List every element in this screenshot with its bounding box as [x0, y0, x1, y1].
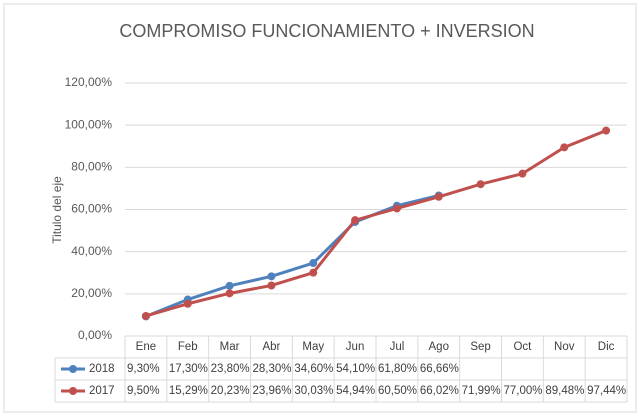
series-marker	[351, 216, 360, 225]
x-tick-label: Nov	[554, 341, 575, 353]
series-marker	[560, 143, 569, 152]
table-value: 17,30%	[169, 363, 208, 375]
table-value: 66,02%	[420, 385, 459, 397]
y-tick-label: 100,00%	[65, 117, 113, 131]
series-marker	[392, 204, 401, 213]
table-value: 23,80%	[211, 363, 250, 375]
table-value: 34,60%	[294, 363, 333, 375]
x-tick-label: Jul	[390, 341, 405, 353]
series-marker	[183, 299, 192, 308]
table-value: 9,30%	[127, 363, 160, 375]
table-value: 71,99%	[462, 385, 501, 397]
y-tick-label: 0,00%	[78, 328, 112, 342]
series-marker	[434, 192, 443, 201]
y-tick-label: 80,00%	[71, 160, 112, 174]
y-tick-label: 20,00%	[71, 286, 112, 300]
y-tick-label: 60,00%	[71, 202, 112, 216]
table-value: 61,80%	[378, 363, 417, 375]
series-line	[145, 129, 607, 318]
table-value: 30,03%	[294, 385, 333, 397]
x-tick-label: Ago	[429, 341, 449, 353]
table-value: 97,44%	[587, 385, 626, 397]
chart-border	[3, 3, 637, 413]
table-value: 23,96%	[253, 385, 292, 397]
series-marker	[309, 268, 318, 277]
series-marker	[518, 169, 527, 178]
series-marker	[225, 289, 234, 298]
series-marker	[602, 126, 611, 135]
table-value: 54,10%	[336, 363, 375, 375]
table-value: 20,23%	[211, 385, 250, 397]
x-tick-label: Dic	[598, 341, 615, 353]
y-tick-label: 120,00%	[65, 75, 113, 89]
table-value: 54,94%	[336, 385, 375, 397]
legend-marker	[69, 387, 77, 395]
x-tick-label: Feb	[178, 341, 198, 353]
legend-label: 2018	[89, 363, 115, 375]
x-tick-label: Jun	[346, 341, 365, 353]
chart-title: COMPROMISO FUNCIONAMIENTO + INVERSION	[119, 21, 534, 41]
y-axis-title: Titulo del eje	[50, 176, 64, 244]
table-value: 89,48%	[545, 385, 584, 397]
table-value: 66,66%	[420, 363, 459, 375]
legend-label: 2017	[89, 385, 115, 397]
series-marker	[476, 180, 485, 189]
legend-marker	[69, 365, 77, 373]
table-value: 28,30%	[253, 363, 292, 375]
x-tick-label: May	[302, 341, 324, 353]
table-value: 9,50%	[127, 385, 160, 397]
x-tick-label: Sep	[470, 341, 490, 353]
table-value: 15,29%	[169, 385, 208, 397]
table-value: 77,00%	[504, 385, 543, 397]
series-marker	[267, 281, 276, 290]
series-marker	[141, 311, 150, 320]
series-marker	[309, 259, 318, 268]
table-value: 60,50%	[378, 385, 417, 397]
series-line	[145, 194, 440, 318]
series-marker	[225, 281, 234, 290]
y-tick-label: 40,00%	[71, 244, 112, 258]
series-marker	[267, 272, 276, 281]
x-tick-label: Abr	[262, 341, 280, 353]
x-tick-label: Ene	[136, 341, 156, 353]
x-tick-label: Mar	[220, 341, 240, 353]
x-tick-label: Oct	[513, 341, 532, 353]
